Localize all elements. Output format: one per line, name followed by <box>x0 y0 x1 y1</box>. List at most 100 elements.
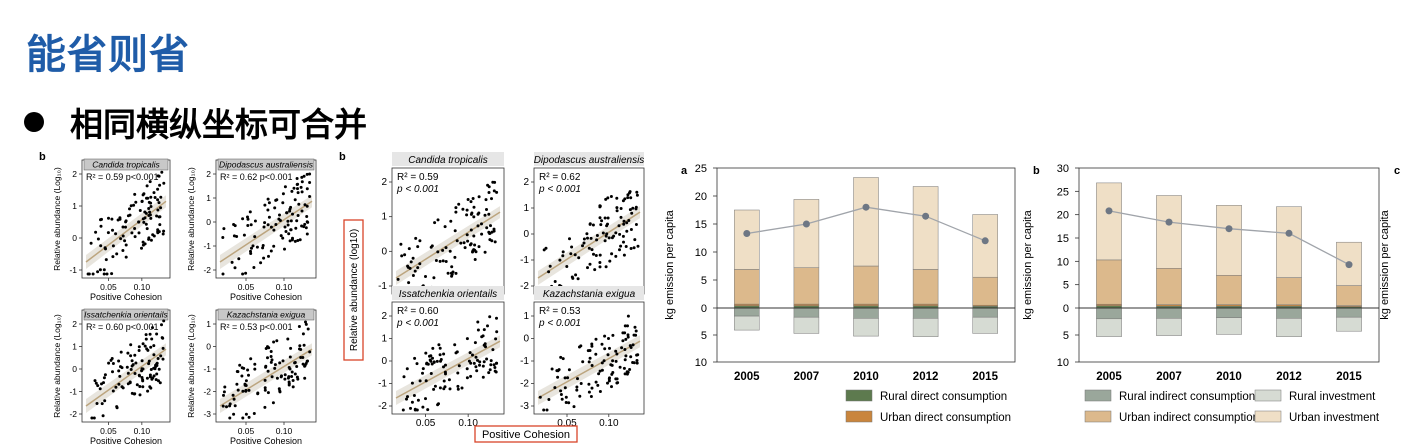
scatter-point <box>569 252 573 256</box>
scatter-point <box>300 175 304 179</box>
scatter-point <box>236 388 240 392</box>
scatter-point <box>553 280 557 283</box>
scatter-point <box>634 329 638 333</box>
species-label: Dipodascus australiensis <box>219 160 314 170</box>
bar-segment <box>853 318 879 337</box>
species-label: Dipodascus australiensis <box>534 155 645 166</box>
scatter-point <box>635 193 639 197</box>
scatter-point <box>277 217 281 221</box>
scatter-point <box>610 252 614 256</box>
scatter-point <box>441 259 445 263</box>
scatter-point <box>411 256 415 260</box>
scatter-point <box>149 205 153 208</box>
scatter-panel: Dipodascus australiensis R² = 0.62p < 0.0… <box>520 152 645 295</box>
scatter-point <box>618 248 621 252</box>
scatter-point <box>140 246 143 250</box>
scatter-point <box>130 391 134 395</box>
scatter-point <box>454 206 458 210</box>
scatter-point <box>416 398 420 402</box>
scatter-point <box>625 370 629 374</box>
y-tick-label: -3 <box>203 409 211 419</box>
scatter-point <box>495 316 498 320</box>
scatter-point <box>241 272 245 276</box>
scatter-point <box>221 272 225 276</box>
x-tick-label: 2005 <box>1096 371 1122 383</box>
y-tick-label: -1 <box>69 265 77 275</box>
y-tick-label: -1 <box>203 364 211 374</box>
scatter-point <box>143 216 147 220</box>
scatter-point <box>130 359 134 363</box>
scatter-point <box>465 367 469 371</box>
bar-segment <box>1216 205 1242 276</box>
scatter-point <box>579 382 583 385</box>
scatter-point <box>433 384 437 388</box>
scatter-point <box>438 386 442 390</box>
bullet-text: 相同横纵坐标可合并 <box>70 105 367 144</box>
y-tick-label: 2 <box>72 319 77 329</box>
scatter-point <box>129 354 133 358</box>
scatter-point <box>290 375 294 378</box>
scatter-point <box>414 236 418 240</box>
scatter-point <box>545 408 549 412</box>
scatter-point <box>629 355 633 359</box>
scatter-point <box>262 225 266 229</box>
scatter-point <box>401 408 405 412</box>
scatter-point <box>100 382 103 386</box>
scatter-point <box>157 379 160 383</box>
scatter-point <box>275 339 279 343</box>
scatter-point <box>231 393 235 397</box>
scatter-point <box>150 337 154 341</box>
scatter-point <box>104 258 108 262</box>
scatter-point <box>263 221 267 225</box>
x-tick-label: 2010 <box>1216 371 1242 383</box>
r2-label: R² = 0.60 <box>397 306 439 317</box>
scatter-point <box>621 339 625 343</box>
scatter-point <box>435 359 439 363</box>
scatter-point <box>103 373 107 377</box>
scatter-point <box>299 356 303 359</box>
scatter-point <box>155 372 159 376</box>
y-tick-label: 1 <box>381 212 387 223</box>
fit-line <box>395 340 501 399</box>
legend-label: Rural investment <box>1289 391 1376 403</box>
scatter-point <box>611 371 615 374</box>
scatter-point <box>622 219 626 223</box>
scatter-panel: Issatchenkia orientails R² = 0.60p < 0.00… <box>378 286 505 429</box>
scatter-point <box>283 247 286 251</box>
legend-label: Urban direct consumption <box>880 412 1011 424</box>
legend-swatch <box>1084 389 1112 402</box>
x-tick-label: 2015 <box>1336 371 1362 383</box>
scatter-point <box>629 247 633 250</box>
x-tick-label: 2012 <box>913 371 939 383</box>
scatter-point <box>624 337 628 341</box>
scatter-point <box>614 231 618 235</box>
scatter-point <box>477 211 481 215</box>
legend-swatch <box>1254 410 1282 423</box>
scatter-point <box>608 346 611 350</box>
y-tick-label: 0 <box>72 233 77 243</box>
scatter-point <box>488 368 492 372</box>
scatter-point <box>480 335 484 339</box>
y-axis-label: Relative abundance (Log₁₀) <box>186 167 196 271</box>
scatter-point <box>481 364 485 368</box>
bar-segment <box>1276 277 1302 306</box>
scatter-point <box>457 202 461 206</box>
scatter-point <box>249 249 252 253</box>
scatter-point <box>235 370 239 373</box>
scatter-point <box>614 349 618 353</box>
scatter-point <box>280 374 283 378</box>
scatter-point <box>587 382 591 386</box>
y-tick-label: 0 <box>523 334 529 345</box>
y-tick-label: -1 <box>378 281 387 292</box>
scatter-point <box>600 368 604 372</box>
scatter-point <box>137 345 141 349</box>
scatter-point <box>550 367 554 371</box>
bullet-dot-icon <box>24 112 44 132</box>
scatter-point <box>465 208 469 212</box>
scatter-point <box>293 239 297 243</box>
scatter-point <box>148 385 152 389</box>
scatter-point <box>140 199 144 203</box>
scatter-point <box>287 380 291 384</box>
scatter-point <box>149 368 153 371</box>
scatter-point <box>157 215 161 219</box>
